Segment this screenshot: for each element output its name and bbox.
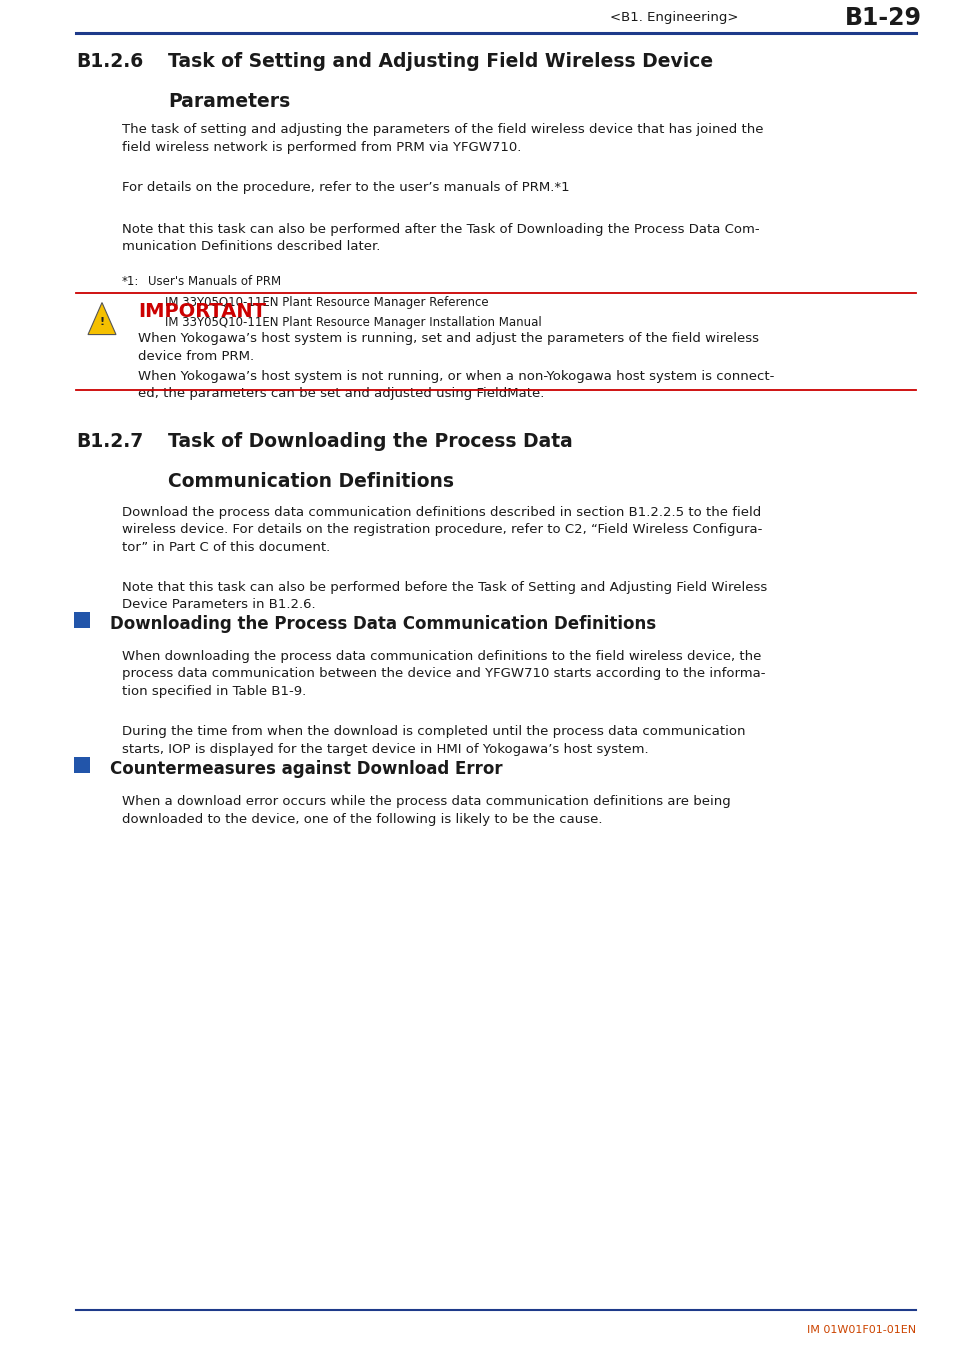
Text: For details on the procedure, refer to the user’s manuals of PRM.*1: For details on the procedure, refer to t… [122,181,569,194]
Text: IMPORTANT: IMPORTANT [138,302,266,321]
Text: IM 33Y05Q10-11EN Plant Resource Manager Installation Manual: IM 33Y05Q10-11EN Plant Resource Manager … [165,316,541,329]
Text: Task of Downloading the Process Data: Task of Downloading the Process Data [168,432,572,451]
Text: Downloading the Process Data Communication Definitions: Downloading the Process Data Communicati… [110,616,656,633]
Text: Download the process data communication definitions described in section B1.2.2.: Download the process data communication … [122,506,761,554]
Bar [74,757,90,774]
Text: During the time from when the download is completed until the process data commu: During the time from when the download i… [122,725,744,756]
Text: Parameters: Parameters [168,92,290,111]
Text: When Yokogawa’s host system is not running, or when a non-Yokogawa host system i: When Yokogawa’s host system is not runni… [138,370,774,401]
Text: IM 01W01F01-01EN: IM 01W01F01-01EN [806,1324,915,1335]
Text: Task of Setting and Adjusting Field Wireless Device: Task of Setting and Adjusting Field Wire… [168,53,713,72]
Text: IM 33Y05Q10-11EN Plant Resource Manager Reference: IM 33Y05Q10-11EN Plant Resource Manager … [165,296,488,309]
Text: <B1. Engineering>: <B1. Engineering> [609,12,738,24]
Text: Note that this task can also be performed before the Task of Setting and Adjusti: Note that this task can also be performe… [122,580,766,612]
Text: B1.2.6: B1.2.6 [76,53,143,72]
Text: The task of setting and adjusting the parameters of the field wireless device th: The task of setting and adjusting the pa… [122,123,762,154]
Text: Note that this task can also be performed after the Task of Downloading the Proc: Note that this task can also be performe… [122,223,759,254]
Text: B1-29: B1-29 [844,5,921,30]
Bar [74,612,90,628]
Text: Communication Definitions: Communication Definitions [168,472,454,491]
Text: When a download error occurs while the process data communication definitions ar: When a download error occurs while the p… [122,795,730,825]
Text: When Yokogawa’s host system is running, set and adjust the parameters of the fie: When Yokogawa’s host system is running, … [138,332,759,363]
Polygon shape [88,302,116,335]
Text: B1.2.7: B1.2.7 [76,432,143,451]
Text: When downloading the process data communication definitions to the field wireles: When downloading the process data commun… [122,649,764,698]
Text: Countermeasures against Download Error: Countermeasures against Download Error [110,760,502,778]
Text: !: ! [99,317,105,327]
Text: User's Manuals of PRM: User's Manuals of PRM [148,275,281,288]
Text: *1:: *1: [122,275,139,288]
